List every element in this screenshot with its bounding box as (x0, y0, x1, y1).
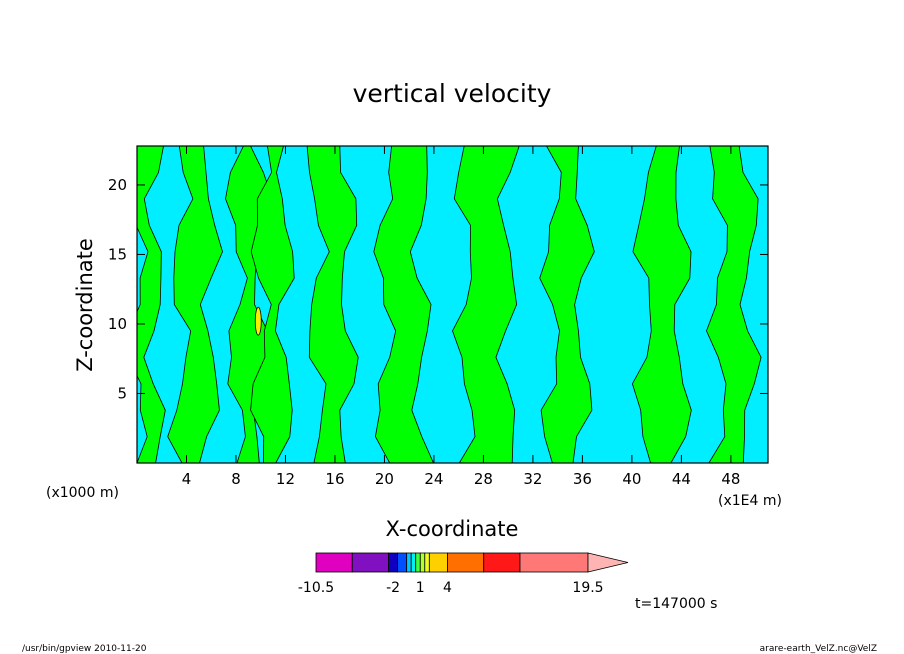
colorbar-segment (483, 552, 521, 573)
x-tick-label: 16 (325, 470, 344, 488)
x-tick-label: 40 (622, 470, 641, 488)
colorbar-segment (415, 552, 421, 573)
colorbar: -10.5 -2 1 4 19.5 (298, 552, 629, 596)
plot-frame (136, 145, 769, 464)
y-tick-label: 10 (108, 315, 127, 333)
footer-right: arare-earth_VelZ.nc@VelZ (760, 644, 877, 654)
updraft-region (167, 146, 223, 463)
y-tick-label: 15 (108, 245, 127, 263)
y-tick-label: 20 (108, 176, 127, 194)
colorbar-extend-arrow (587, 552, 629, 573)
updraft-region (539, 146, 595, 463)
colorbar-segment (406, 552, 412, 573)
colorbar-segment (315, 552, 353, 573)
colorbar-label: -10.5 (298, 580, 334, 596)
chart-title: vertical velocity (353, 79, 552, 108)
colorbar-label: 19.5 (572, 580, 603, 596)
colorbar-segment (410, 552, 417, 573)
x-tick-label: 32 (523, 470, 542, 488)
y-tick-label: 5 (117, 384, 127, 402)
x-tick-label: 36 (573, 470, 592, 488)
updraft-region (373, 146, 434, 463)
colorbar-segment (351, 552, 389, 573)
y-axis-label: Z-coordinate (73, 238, 97, 372)
x-tick-label: 8 (231, 470, 241, 488)
x-tick-label: 24 (424, 470, 443, 488)
time-label: t=147000 s (635, 596, 717, 612)
updraft-region (631, 146, 692, 463)
x-axis-label: X-coordinate (386, 517, 519, 541)
colorbar-segment (397, 552, 408, 573)
colorbar-segment (428, 552, 448, 573)
x-tick-label: 44 (672, 470, 691, 488)
x-unit-left: (x1000 m) (46, 485, 119, 501)
x-unit-right: (x1E4 m) (718, 493, 782, 509)
updraft-region (137, 146, 166, 463)
updraft-region (306, 146, 359, 463)
colorbar-segment (388, 552, 398, 573)
colorbar-segment (424, 552, 430, 573)
x-tick-label: 12 (276, 470, 295, 488)
x-tick-label: 20 (375, 470, 394, 488)
updraft-region (706, 146, 762, 463)
footer-left: /usr/bin/gpview 2010-11-20 (22, 644, 147, 654)
x-axis: 4 8 12 16 20 24 28 32 36 40 44 48 (182, 146, 740, 488)
colorbar-segment (519, 552, 589, 573)
colorbar-label: -2 (386, 580, 400, 596)
y-axis: 5 10 15 20 (108, 176, 768, 402)
updraft-region (250, 146, 295, 463)
velocity-field (137, 146, 762, 463)
colorbar-segment (447, 552, 485, 573)
colorbar-segment (419, 552, 426, 573)
updraft-region (452, 146, 520, 463)
x-tick-label: 48 (721, 470, 740, 488)
x-tick-label: 4 (182, 470, 192, 488)
x-tick-label: 28 (474, 470, 493, 488)
colorbar-label: 1 (416, 580, 425, 596)
colorbar-label: 4 (443, 580, 452, 596)
strong-updraft-patch (254, 306, 262, 336)
